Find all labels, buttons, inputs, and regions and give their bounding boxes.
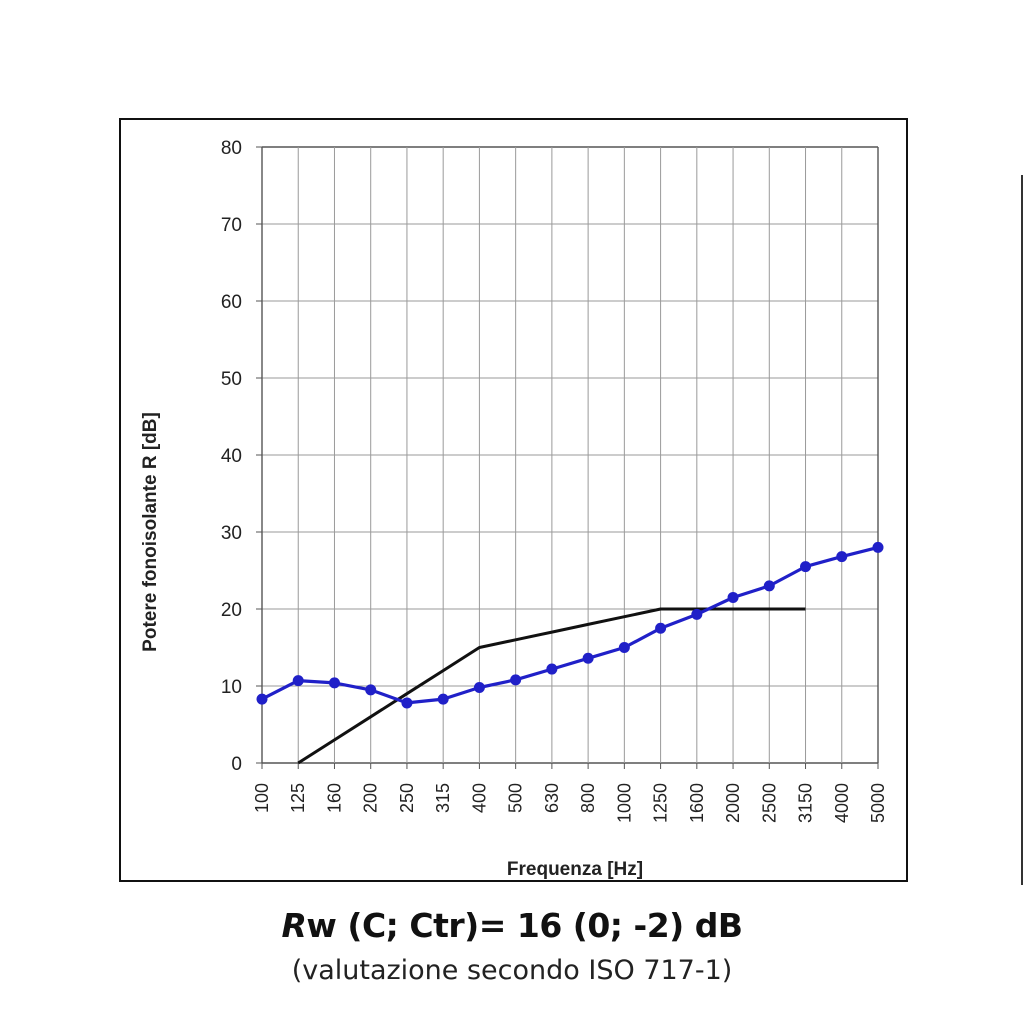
y-tick-label: 20 [221,600,242,621]
x-tick-label: 5000 [868,783,888,823]
y-tick-label: 80 [221,138,242,159]
y-tick-label: 10 [221,677,242,698]
chart-frame: 0 10 20 30 40 50 60 70 80 100 125 160 200 250 315 400 5… [119,118,908,882]
y-tick-label: 0 [231,754,242,775]
x-tick-label: 4000 [832,783,852,823]
measured-data-point [872,541,884,553]
x-tick-label: 250 [397,783,417,813]
x-tick-label: 400 [469,783,489,813]
measured-data-point [691,608,703,620]
measured-data-point [836,551,848,563]
rating-note: (valutazione secondo ISO 717-1) [291,955,733,986]
y-tick-label: 40 [221,446,242,467]
sound-reduction-chart: 0 10 20 30 40 50 60 70 80 100 125 160 200 250 315 400 5… [140,138,888,880]
x-tick-label: 1600 [687,783,707,823]
y-tick-label: 30 [221,523,242,544]
measured-data-point [763,580,775,592]
measured-data-point [655,622,667,634]
x-tick-label: 800 [578,783,598,813]
page-edge-divider [1021,175,1023,885]
x-axis-label: Frequenza [Hz] [507,859,643,880]
measured-data-point [546,663,558,675]
x-tick-label: 2000 [723,783,743,823]
measured-data-point [618,642,630,653]
x-tick-label: 500 [506,783,526,813]
x-tick-label: 100 [252,783,272,813]
reference-curve-line [297,607,806,765]
y-axis-label: Potere fonoisolante R [dB] [140,412,161,652]
y-tick-labels: 0 10 20 30 40 50 60 70 80 [221,138,242,775]
x-tick-labels: 100 125 160 200 250 315 400 500 630 800 1000 1250 16… [252,783,888,823]
measured-data-point [256,693,268,705]
x-tick-label: 630 [542,783,562,813]
measured-series-line [261,545,879,705]
measured-data-point [473,682,485,694]
measured-data-point [292,675,304,687]
x-tick-label: 2500 [759,783,779,823]
measured-data-point [582,652,594,664]
measured-data-point [365,684,377,696]
y-tick-label: 50 [221,369,242,390]
x-tick-label: 200 [361,783,381,813]
x-tick-label: 315 [433,783,453,813]
series [256,541,884,765]
y-tick-label: 60 [221,292,242,313]
measured-data-point [437,693,449,705]
y-tick-label: 70 [221,215,242,236]
grid [256,146,879,769]
x-tick-label: 3150 [796,783,816,823]
x-tick-label: 125 [288,783,308,813]
measured-data-point [800,561,812,573]
rating-text: w (C; Ctr)= 16 (0; -2) dB [306,906,743,945]
x-tick-label: 1000 [614,783,634,823]
rating-caption: Rw (C; Ctr)= 16 (0; -2) dB [0,906,1024,945]
measured-data-point [328,677,340,689]
measured-data-point [401,697,413,709]
x-tick-label: 160 [324,783,344,813]
rating-symbol: R [281,906,307,945]
measured-data-point [510,674,522,686]
measured-data-point [727,591,739,603]
x-tick-label: 1250 [651,783,671,823]
